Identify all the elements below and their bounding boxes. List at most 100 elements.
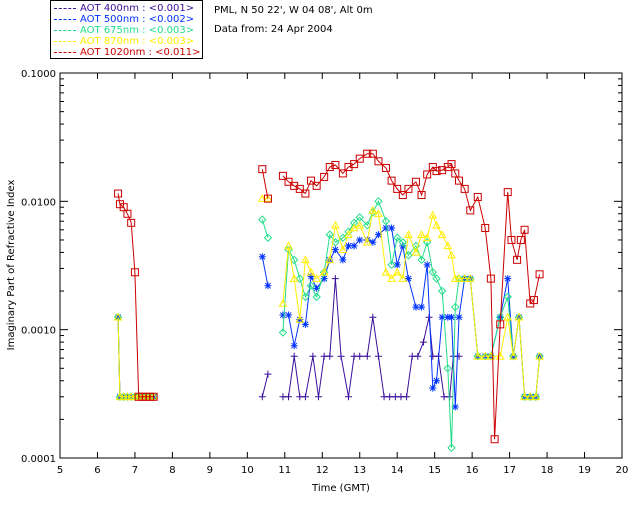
data-point — [331, 220, 340, 229]
data-point — [258, 165, 267, 174]
data-point — [290, 342, 298, 350]
x-tick-label: 18 — [541, 465, 554, 476]
data-point — [417, 255, 426, 265]
y-tick-label: 0.0100 — [21, 197, 56, 208]
data-point — [339, 256, 347, 264]
data-point — [432, 167, 441, 176]
data-point — [113, 312, 123, 321]
series-line — [117, 317, 154, 398]
data-point — [447, 160, 456, 169]
data-point — [381, 217, 391, 226]
series-line — [117, 317, 154, 398]
data-point — [355, 154, 364, 163]
legend-swatch — [54, 40, 76, 42]
data-point — [423, 170, 432, 179]
data-point — [490, 435, 499, 444]
data-point — [466, 206, 475, 215]
x-tick-label: 16 — [466, 465, 479, 476]
data-point — [356, 352, 364, 360]
data-point — [417, 230, 426, 238]
series-line — [117, 317, 154, 398]
data-point — [306, 281, 316, 290]
series-line — [261, 374, 269, 397]
legend-label: AOT 500nm : <0.002> — [80, 14, 195, 25]
data-point — [411, 247, 421, 256]
data-point — [312, 292, 321, 302]
station-location: PML, N 50 22', W 04 08', Alt 0m — [214, 5, 373, 16]
data-point — [503, 188, 512, 197]
data-point — [404, 275, 412, 283]
data-point — [525, 392, 535, 401]
data-point — [313, 284, 321, 292]
data-point — [392, 267, 402, 276]
data-point — [278, 171, 287, 180]
data-point — [507, 235, 516, 244]
y-tick-label: 0.0001 — [21, 454, 56, 465]
data-point — [123, 209, 132, 218]
data-point — [448, 313, 456, 321]
data-point — [480, 351, 490, 360]
data-point — [398, 274, 408, 282]
data-point — [337, 352, 345, 360]
series-aot-1020nm — [114, 149, 544, 444]
x-tick-label: 15 — [428, 465, 441, 476]
legend-label: AOT 400nm : <0.001> — [80, 3, 195, 14]
data-point — [486, 274, 495, 283]
data-point — [263, 194, 273, 202]
data-point — [258, 393, 266, 401]
data-point — [284, 177, 293, 186]
data-point — [279, 311, 287, 319]
legend-entry: AOT 870nm : <0.003> — [54, 36, 194, 48]
data-point — [508, 351, 518, 360]
data-point — [369, 238, 377, 246]
data-point — [509, 352, 518, 361]
data-point — [278, 328, 288, 337]
data-point — [295, 274, 304, 283]
data-point — [473, 351, 483, 360]
data-point — [433, 377, 441, 385]
series-line — [282, 209, 541, 398]
y-tick-label: 0.1000 — [21, 69, 56, 80]
data-point — [460, 184, 469, 193]
legend-entry: AOT 675nm : <0.003> — [54, 25, 194, 37]
data-point — [263, 233, 273, 242]
data-point — [338, 169, 347, 178]
plot-frame — [59, 72, 623, 459]
data-point — [387, 274, 396, 282]
y-axis-label: Imaginary Part of Refractive Index — [6, 180, 17, 351]
data-point — [368, 205, 378, 214]
legend-entry: AOT 1020nm : <0.011> — [54, 47, 200, 59]
data-point — [295, 184, 304, 193]
x-tick-label: 11 — [278, 465, 291, 476]
data-point — [428, 210, 438, 219]
data-point — [289, 274, 299, 282]
data-point — [325, 255, 335, 264]
data-point — [432, 274, 441, 283]
data-point — [412, 303, 420, 311]
legend-entry: AOT 500nm : <0.002> — [54, 14, 194, 26]
series-line — [261, 169, 269, 199]
x-tick-label: 17 — [503, 465, 516, 476]
data-point — [331, 246, 339, 254]
data-point — [264, 282, 272, 290]
data-point — [149, 392, 158, 401]
series-line — [117, 317, 154, 398]
data-point — [258, 215, 267, 224]
data-point — [429, 384, 437, 392]
data-point — [387, 260, 396, 270]
data-point — [284, 241, 293, 250]
data-point — [331, 160, 340, 169]
legend-label: AOT 870nm : <0.003> — [80, 36, 195, 47]
data-point — [350, 160, 359, 169]
data-point — [393, 261, 401, 269]
data-point — [374, 157, 383, 166]
data-point — [363, 352, 371, 360]
data-point — [312, 181, 321, 190]
x-tick-label: 20 — [616, 465, 629, 476]
x-tick-label: 9 — [207, 465, 213, 476]
data-point — [301, 189, 310, 198]
data-point — [455, 176, 464, 185]
data-point — [455, 352, 463, 360]
data-point — [369, 313, 377, 321]
